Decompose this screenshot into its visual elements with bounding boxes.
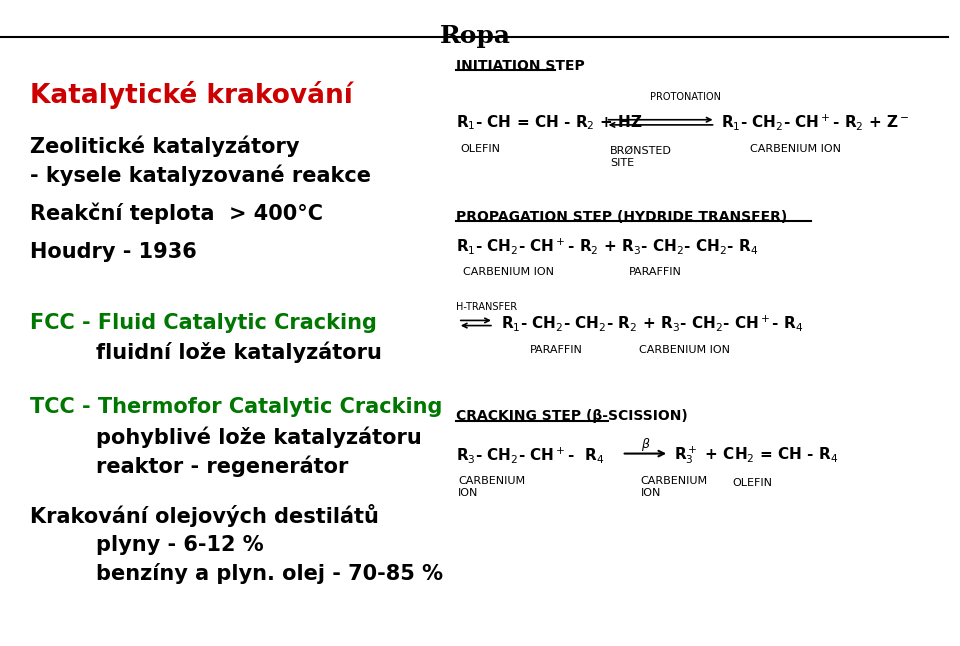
Text: pohyblivé lože katalyzátoru: pohyblivé lože katalyzátoru xyxy=(96,427,421,448)
Text: CARBENIUM ION: CARBENIUM ION xyxy=(750,144,841,154)
Text: TCC - Thermofor Catalytic Cracking: TCC - Thermofor Catalytic Cracking xyxy=(30,397,443,417)
Text: BRØNSTED
SITE: BRØNSTED SITE xyxy=(611,146,672,168)
Text: CARBENIUM ION: CARBENIUM ION xyxy=(463,267,554,276)
Text: Katalytické krakování: Katalytické krakování xyxy=(30,81,352,109)
Text: R$_3$- CH$_2$- CH$^+$-  R$_4$: R$_3$- CH$_2$- CH$^+$- R$_4$ xyxy=(456,445,605,465)
Text: R$_1$- CH$_2$- CH$^+$- R$_2$ + R$_3$- CH$_2$- CH$_2$- R$_4$: R$_1$- CH$_2$- CH$^+$- R$_2$ + R$_3$- CH… xyxy=(456,236,758,256)
Text: - kysele katalyzované reakce: - kysele katalyzované reakce xyxy=(30,164,371,186)
Text: CARBENIUM ION: CARBENIUM ION xyxy=(638,345,730,355)
Text: benzíny a plyn. olej - 70-85 %: benzíny a plyn. olej - 70-85 % xyxy=(96,563,444,585)
Text: OLEFIN: OLEFIN xyxy=(732,477,773,488)
Text: FCC - Fluid Catalytic Cracking: FCC - Fluid Catalytic Cracking xyxy=(30,313,376,333)
Text: Reakční teplota  > 400°C: Reakční teplota > 400°C xyxy=(30,203,323,224)
Text: PARAFFIN: PARAFFIN xyxy=(530,345,583,355)
Text: plyny - 6-12 %: plyny - 6-12 % xyxy=(96,535,264,555)
Text: PROTONATION: PROTONATION xyxy=(650,92,721,101)
Text: Zeolitické katalyzátory: Zeolitické katalyzátory xyxy=(30,136,300,157)
Text: H-TRANSFER: H-TRANSFER xyxy=(456,302,517,312)
Text: PARAFFIN: PARAFFIN xyxy=(630,267,683,276)
Text: R$_3^+$ + CH$_2$ = CH - R$_4$: R$_3^+$ + CH$_2$ = CH - R$_4$ xyxy=(674,444,838,466)
Text: CRACKING STEP (β-SCISSION): CRACKING STEP (β-SCISSION) xyxy=(456,410,687,423)
Text: reaktor - regenerátor: reaktor - regenerátor xyxy=(96,455,348,477)
Text: Krakování olejových destilátů: Krakování olejových destilátů xyxy=(30,505,378,528)
Text: OLEFIN: OLEFIN xyxy=(461,144,501,154)
Text: INITIATION STEP: INITIATION STEP xyxy=(456,59,585,73)
Text: fluidní lože katalyzátoru: fluidní lože katalyzátoru xyxy=(96,341,382,362)
Text: R$_1$- CH$_2$- CH$^+$- R$_2$ + Z$^-$: R$_1$- CH$_2$- CH$^+$- R$_2$ + Z$^-$ xyxy=(721,112,910,132)
Text: Houdry - 1936: Houdry - 1936 xyxy=(30,242,197,262)
Text: Ropa: Ropa xyxy=(440,24,511,48)
Text: CARBENIUM
ION: CARBENIUM ION xyxy=(640,476,708,498)
Text: PROPAGATION STEP (HYDRIDE TRANSFER): PROPAGATION STEP (HYDRIDE TRANSFER) xyxy=(456,210,787,224)
Text: $\beta$: $\beta$ xyxy=(640,436,650,453)
Text: CARBENIUM
ION: CARBENIUM ION xyxy=(458,476,525,498)
Text: R$_1$- CH$_2$- CH$_2$- R$_2$ + R$_3$- CH$_2$- CH$^+$- R$_4$: R$_1$- CH$_2$- CH$_2$- R$_2$ + R$_3$- CH… xyxy=(500,313,803,333)
Text: R$_1$- CH = CH - R$_2$ + HZ: R$_1$- CH = CH - R$_2$ + HZ xyxy=(456,113,642,132)
